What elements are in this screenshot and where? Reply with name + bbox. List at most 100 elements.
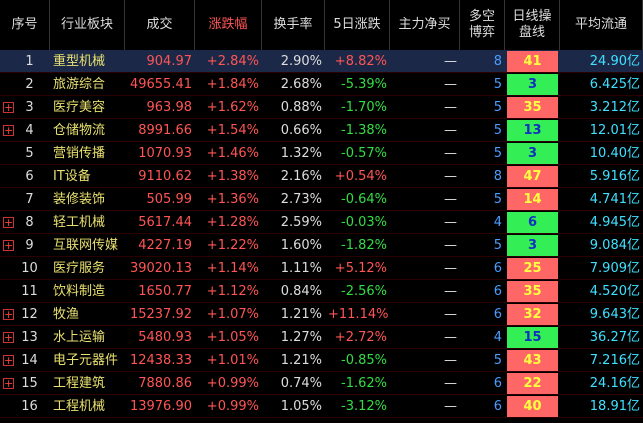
table-row[interactable]	[0, 142, 643, 165]
table-cell: 1.27%	[280, 330, 322, 345]
table-cell: 12	[21, 307, 38, 322]
table-cell: 18.91亿	[589, 399, 640, 414]
table-cell: +0.99%	[206, 399, 259, 414]
table-cell: 9	[25, 238, 34, 253]
table-cell: +5.12%	[334, 261, 387, 276]
table-cell: 15	[21, 376, 38, 391]
table-cell: -1.82%	[341, 238, 387, 253]
table-cell: 4.945亿	[589, 215, 640, 230]
table-cell: 互联网传媒	[53, 238, 119, 253]
table-cell: —	[444, 399, 457, 414]
column-header[interactable]: 多空 博弈	[460, 0, 505, 50]
column-header[interactable]: 成交	[125, 0, 195, 50]
table-cell: 3.212亿	[589, 100, 640, 115]
table-cell: 963.98	[146, 100, 193, 115]
table-row[interactable]	[0, 372, 643, 395]
table-row[interactable]	[0, 280, 643, 303]
table-row[interactable]	[0, 395, 643, 418]
table-cell: 8	[25, 215, 34, 230]
table-row[interactable]	[0, 50, 643, 73]
expand-icon[interactable]: +	[3, 354, 14, 367]
column-header[interactable]: 行业板块	[50, 0, 125, 50]
table-cell: 重型机械	[53, 54, 106, 69]
table-cell: 装修装饰	[53, 192, 106, 207]
table-cell: 0.84%	[280, 284, 322, 299]
column-header[interactable]: 涨跌幅	[195, 0, 262, 50]
expand-icon[interactable]: +	[3, 308, 14, 321]
table-cell: 9110.62	[138, 169, 192, 184]
table-cell: —	[444, 284, 457, 299]
table-cell: 14	[21, 353, 38, 368]
column-header[interactable]: 平均流通	[560, 0, 643, 50]
table-row[interactable]	[0, 165, 643, 188]
table-row[interactable]	[0, 73, 643, 96]
table-row[interactable]	[0, 234, 643, 257]
table-cell: —	[444, 261, 457, 276]
table-cell: 32	[507, 304, 558, 325]
column-header[interactable]: 换手率	[262, 0, 325, 50]
table-cell: 39020.13	[129, 261, 192, 276]
column-header[interactable]: 主力净买	[390, 0, 460, 50]
table-row[interactable]	[0, 119, 643, 142]
table-cell: 5	[25, 146, 34, 161]
table-cell: 5.916亿	[589, 169, 640, 184]
column-header[interactable]: 5日涨跌	[325, 0, 390, 50]
table-cell: 24.90亿	[589, 54, 640, 69]
table-cell: 5	[493, 146, 502, 161]
column-header[interactable]: 序号	[0, 0, 50, 50]
table-cell: -3.12%	[341, 399, 387, 414]
expand-icon[interactable]: +	[3, 101, 14, 114]
expand-icon[interactable]: +	[3, 331, 14, 344]
table-cell: +0.99%	[206, 376, 259, 391]
table-cell: 营销传播	[53, 146, 106, 161]
table-cell: —	[444, 307, 457, 322]
table-cell: —	[444, 123, 457, 138]
table-cell: 5	[493, 238, 502, 253]
table-cell: +1.54%	[206, 123, 259, 138]
table-cell: 7.909亿	[589, 261, 640, 276]
table-cell: +1.07%	[206, 307, 259, 322]
table-cell: 6	[493, 307, 502, 322]
table-cell: 5480.93	[138, 330, 192, 345]
table-cell: 5	[493, 77, 502, 92]
table-cell: 13	[507, 120, 558, 141]
table-cell: 仓储物流	[53, 123, 106, 138]
table-cell: +1.46%	[206, 146, 259, 161]
table-cell: 35	[507, 281, 558, 302]
table-row[interactable]	[0, 326, 643, 349]
table-cell: 24.16亿	[589, 376, 640, 391]
table-cell: 505.99	[146, 192, 193, 207]
table-cell: 14	[507, 189, 558, 210]
table-row[interactable]	[0, 257, 643, 280]
table-cell: 4	[25, 123, 34, 138]
table-cell: 0.74%	[280, 376, 322, 391]
table-cell: +1.12%	[206, 284, 259, 299]
column-header[interactable]: 日线操 盘线	[505, 0, 560, 50]
table-cell: 9.084亿	[589, 238, 640, 253]
expand-icon[interactable]: +	[3, 377, 14, 390]
table-cell: 6.425亿	[589, 77, 640, 92]
table-cell: —	[444, 376, 457, 391]
table-row[interactable]	[0, 303, 643, 326]
table-row[interactable]	[0, 188, 643, 211]
table-cell: +2.84%	[206, 54, 259, 69]
table-row[interactable]	[0, 96, 643, 119]
table-cell: 3	[25, 100, 34, 115]
expand-icon[interactable]: +	[3, 124, 14, 137]
table-row[interactable]	[0, 211, 643, 234]
expand-icon[interactable]: +	[3, 216, 14, 229]
table-cell: 水上运输	[53, 330, 106, 345]
table-cell: 医疗美容	[53, 100, 106, 115]
table-row[interactable]	[0, 349, 643, 372]
table-cell: 5617.44	[138, 215, 192, 230]
table-cell: -5.39%	[341, 77, 387, 92]
table-cell: 25	[507, 258, 558, 279]
table-cell: 6	[507, 212, 558, 233]
table-cell: 15237.92	[129, 307, 192, 322]
table-cell: 13	[21, 330, 38, 345]
expand-icon[interactable]: +	[3, 239, 14, 252]
table-cell: 3	[507, 143, 558, 164]
table-cell: +1.36%	[206, 192, 259, 207]
table-cell: —	[444, 54, 457, 69]
